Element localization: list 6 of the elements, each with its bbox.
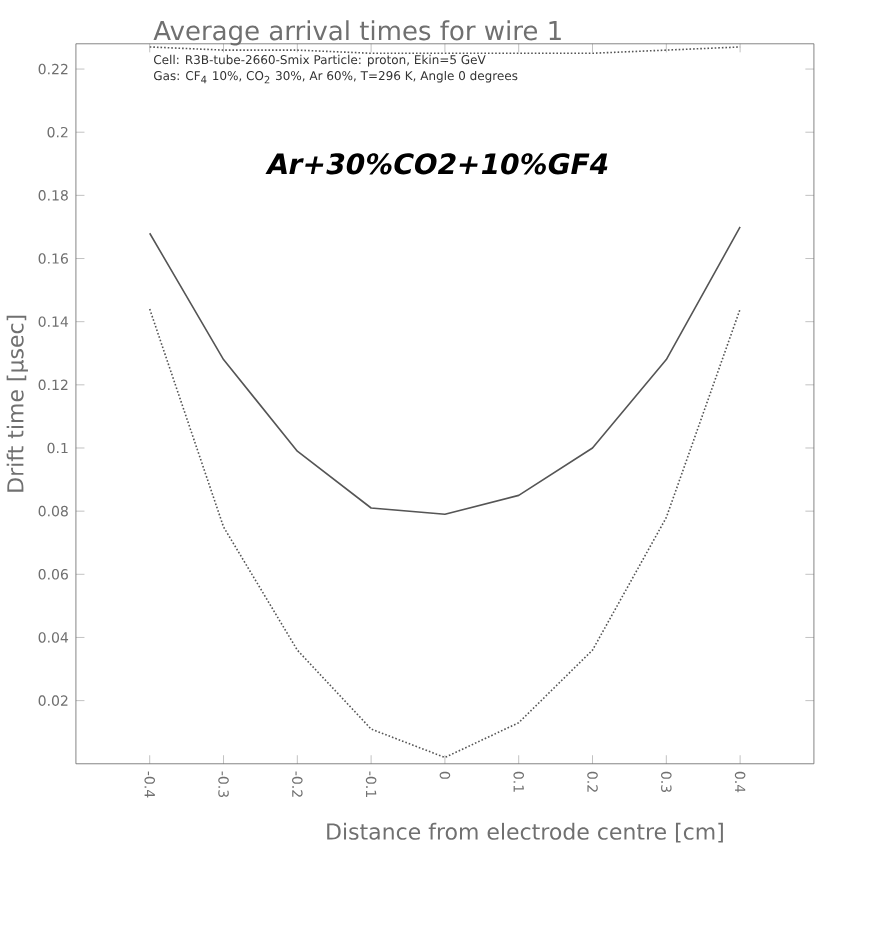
- chart-title: Average arrival times for wire 1: [153, 20, 561, 46]
- line-series: [148, 226, 741, 516]
- x-axis-title: Distance from electrode centre [cm]: [326, 822, 723, 843]
- line-series: [148, 308, 741, 759]
- annotation: Ar+30%CO2+10%GF4: [264, 153, 607, 175]
- y-axis-title: Drift time [μsec]: [6, 315, 28, 492]
